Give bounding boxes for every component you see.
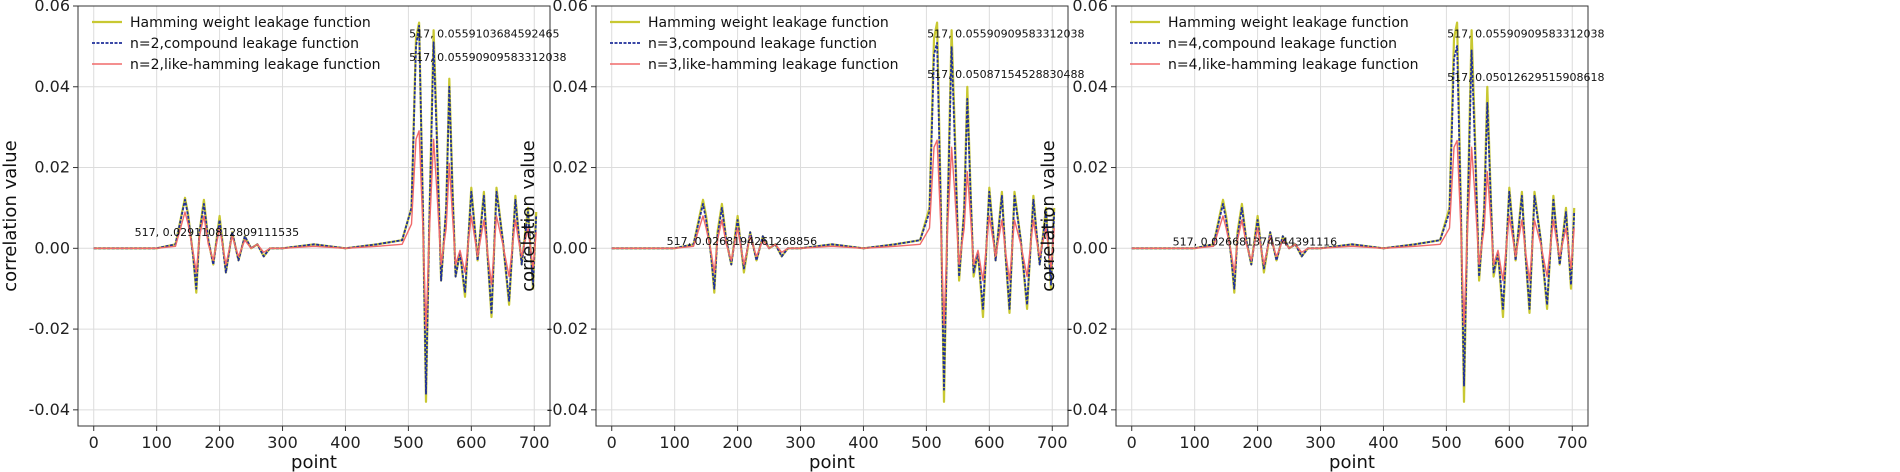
x-tick-label: 300 (267, 433, 298, 452)
legend-label-compound: n=2,compound leakage function (130, 36, 359, 52)
y-tick-label: 0.04 (1072, 77, 1108, 96)
chart-panel-1: 0 100 200 300 400 500 600 700 -0.04 -0.02 0.00 0.02… (0, 0, 567, 472)
x-tick-label: 0 (89, 433, 99, 452)
x-tick-label: 300 (1305, 433, 1336, 452)
x-tick-label: 600 (456, 433, 487, 452)
y-tick-label: 0.00 (34, 238, 70, 257)
legend: Hamming weight leakage function n=3,compo… (610, 15, 899, 73)
legend-label-compound: n=4,compound leakage function (1168, 36, 1397, 52)
y-tick-label: -0.04 (1067, 400, 1108, 419)
legend-label-hamming: Hamming weight leakage function (130, 15, 371, 31)
x-tick-label: 700 (1557, 433, 1588, 452)
x-tick-label: 300 (785, 433, 816, 452)
series-line-like-hamming (93, 130, 537, 330)
point-annotation: 517, 0.050126295159086​18 (1447, 71, 1604, 84)
series-line-hamming (611, 21, 1056, 403)
x-tick-label: 400 (1368, 433, 1399, 452)
chart-panel-3: 0 100 200 300 400 500 600 700 -0.04 -0.02 0.00 0.02… (1038, 0, 1605, 472)
x-tick-label: 600 (974, 433, 1005, 452)
series-line-like-hamming (1131, 139, 1575, 326)
y-tick-label: 0.06 (552, 0, 588, 15)
legend: Hamming weight leakage function n=4,compo… (1130, 15, 1419, 73)
x-tick-label: 0 (607, 433, 617, 452)
x-tick-label: 400 (330, 433, 361, 452)
plot-frame (1115, 5, 1589, 427)
series-line-compound (93, 24, 538, 395)
x-axis-label: point (1329, 452, 1375, 472)
point-annotation: 517, 0.050871545288304​88 (927, 68, 1084, 81)
point-annotation: 517, 0.0559103684592465 (409, 28, 559, 41)
y-axis-label: correlation value (1038, 140, 1059, 291)
y-tick-label: 0.00 (1072, 238, 1108, 257)
y-tick-label: -0.02 (1067, 319, 1108, 338)
y-tick-label: 0.02 (1072, 158, 1108, 177)
legend-label-like-hamming: n=3,like-hamming leakage function (648, 57, 899, 73)
y-axis-label: correlation value (518, 140, 539, 291)
x-tick-label: 500 (393, 433, 424, 452)
point-annotation: 517, 0.0266813745443911​16 (1173, 235, 1337, 248)
y-tick-label: -0.04 (29, 400, 70, 419)
y-tick-label: 0.00 (552, 238, 588, 257)
point-annotation: 517, 0.055909095833120​38 (1447, 28, 1604, 41)
x-tick-label: 0 (1127, 433, 1137, 452)
x-tick-label: 500 (911, 433, 942, 452)
legend-label-like-hamming: n=2,like-hamming leakage function (130, 57, 381, 73)
y-axis-label: correlation value (0, 140, 21, 291)
legend-label-compound: n=3,compound leakage function (648, 36, 877, 52)
y-tick-label: -0.04 (547, 400, 588, 419)
x-tick-label: 200 (722, 433, 753, 452)
series-line-hamming (93, 21, 538, 403)
legend: Hamming weight leakage function n=2,compo… (92, 15, 381, 73)
plot-frame (595, 5, 1069, 427)
x-tick-label: 100 (659, 433, 690, 452)
y-tick-label: 0.02 (34, 158, 70, 177)
x-tick-label: 100 (141, 433, 172, 452)
x-tick-label: 100 (1179, 433, 1210, 452)
y-tick-label: 0.04 (34, 77, 70, 96)
y-tick-label: 0.06 (34, 0, 70, 15)
legend-label-hamming: Hamming weight leakage function (1168, 15, 1409, 31)
x-tick-label: 200 (1242, 433, 1273, 452)
x-tick-label: 600 (1494, 433, 1525, 452)
x-tick-label: 400 (848, 433, 879, 452)
y-tick-label: 0.06 (1072, 0, 1108, 15)
x-tick-label: 200 (204, 433, 235, 452)
x-tick-label: 700 (1037, 433, 1068, 452)
x-tick-label: 500 (1431, 433, 1462, 452)
x-axis-label: point (809, 452, 855, 472)
legend-label-hamming: Hamming weight leakage function (648, 15, 889, 31)
x-axis-label: point (291, 452, 337, 472)
series-line-like-hamming (611, 139, 1055, 326)
plot-frame (77, 5, 551, 427)
y-tick-label: 0.02 (552, 158, 588, 177)
y-tick-label: -0.02 (29, 319, 70, 338)
point-annotation: 517, 0.055909095833120​38 (927, 28, 1084, 41)
x-tick-label: 700 (519, 433, 550, 452)
legend-label-like-hamming: n=4,like-hamming leakage function (1168, 57, 1419, 73)
point-annotation: 517, 0.055909095833120​38 (409, 51, 566, 64)
chart-panel-2: 0 100 200 300 400 500 600 700 -0.04 -0.02 0.00 0.02… (518, 0, 1085, 472)
y-tick-label: -0.02 (547, 319, 588, 338)
point-annotation: 517, 0.0291108128091115​35 (135, 226, 299, 239)
point-annotation: 517, 0.0268194261268856 (667, 235, 817, 248)
series-line-compound (611, 41, 1056, 391)
series-line-hamming (1131, 21, 1576, 403)
y-tick-label: 0.04 (552, 77, 588, 96)
series-line-compound (1131, 45, 1576, 387)
